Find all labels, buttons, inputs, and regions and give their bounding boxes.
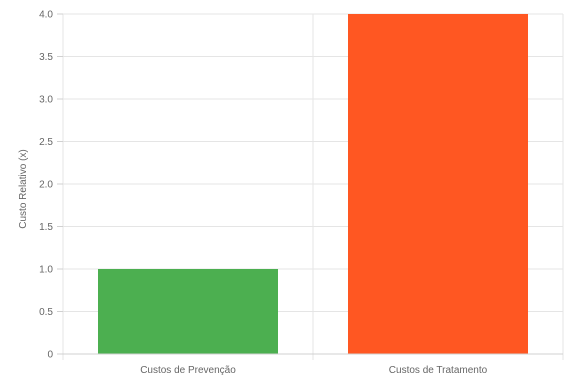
y-axis-label: Custo Relativo (x) [18,149,29,228]
axes: 0 0.5 1.0 1.5 2.0 2.5 3.0 3.5 4.0 Custos de Preve… [39,10,563,376]
y-tick-label: 3.5 [39,52,53,63]
y-tick-label: 0.5 [39,307,53,318]
x-tick-label: Custos de Tratamento [389,365,488,376]
bar-tratamento [348,14,528,354]
y-tick-label: 1.5 [39,222,53,233]
y-tick-label: 1.0 [39,265,53,276]
y-tick-label: 3.0 [39,95,53,106]
y-tick-label: 2.0 [39,180,53,191]
y-tick-label: 0 [47,350,53,361]
x-tick-label: Custos de Prevenção [140,365,236,376]
y-tick-label: 2.5 [39,137,53,148]
y-tick-label: 4.0 [39,10,53,21]
bar-prevencao [98,269,278,354]
bars [98,14,528,354]
